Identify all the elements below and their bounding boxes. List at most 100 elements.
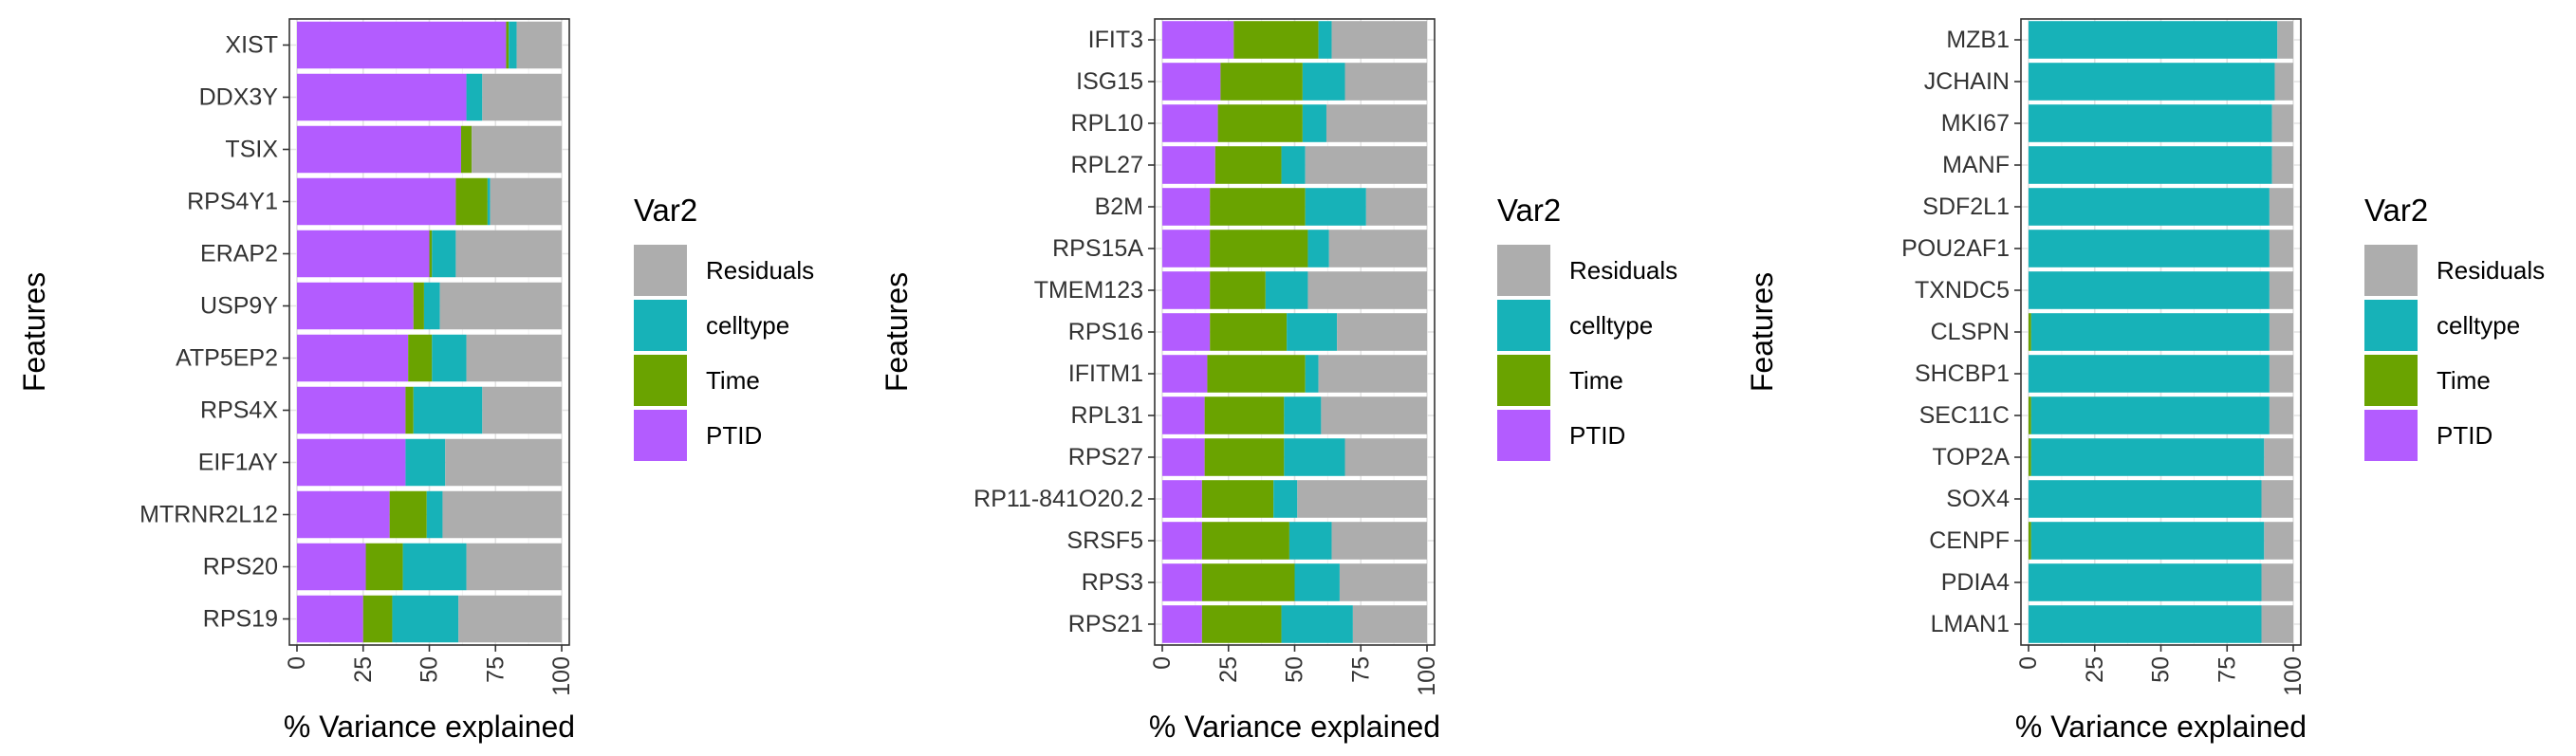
- bar-xist-celltype: XIST celltype: 3: [509, 21, 517, 69]
- bar-clspn-celltype: CLSPN celltype: 90: [2030, 313, 2270, 351]
- bar-rp11-841o20-2-time: RP11-841O20.2 Time: 27: [1201, 480, 1274, 518]
- bar-rps4x-ptid: RPS4X PTID: 41: [297, 386, 406, 434]
- y-tick-label: RPS4Y1: [187, 189, 278, 215]
- x-tick-label: 25: [350, 656, 377, 683]
- x-tick-label: 100: [548, 656, 575, 696]
- bar-txndc5-celltype: TXNDC5 celltype: 91: [2029, 271, 2270, 309]
- chart-panel-3: MZB1 PTID: 0MZB1 Time: 0MZB1 celltype: 9…: [1745, 18, 2545, 744]
- bar-clspn-time: CLSPN Time: 1: [2029, 313, 2031, 351]
- bar-mzb1-residuals: MZB1 Residuals: 6: [2277, 21, 2293, 59]
- bar-ddx3y-ptid: DDX3Y PTID: 64: [297, 73, 467, 121]
- bar-rpl10-time: RPL10 Time: 32: [1217, 104, 1303, 142]
- bar-jchain-celltype: JCHAIN celltype: 93: [2029, 63, 2275, 101]
- x-tick-label: 75: [2214, 656, 2240, 683]
- bar-erap2-celltype: ERAP2 celltype: 9: [432, 230, 456, 278]
- legend-label: Time: [2437, 366, 2491, 395]
- y-tick-label: SDF2L1: [1922, 194, 2010, 220]
- bar-rps15a-time: RPS15A Time: 37: [1210, 230, 1308, 267]
- bar-rps27-residuals: RPS27 Residuals: 31: [1344, 438, 1427, 476]
- y-tick-label: MKI67: [1941, 110, 2010, 137]
- bar-rps15a-ptid: RPS15A PTID: 18: [1162, 230, 1211, 267]
- bar-rps16-time: RPS16 Time: 29: [1210, 313, 1288, 351]
- bar-rpl27-celltype: RPL27 celltype: 9: [1281, 146, 1306, 184]
- x-tick-label: 50: [417, 656, 443, 683]
- bar-lman1-residuals: LMAN1 Residuals: 12: [2261, 605, 2293, 643]
- bar-usp9y-residuals: USP9Y Residuals: 46: [439, 282, 562, 330]
- bar-top2a-time: TOP2A Time: 1: [2029, 438, 2031, 476]
- x-tick-label: 0: [2015, 656, 2042, 670]
- bar-sdf2l1-celltype: SDF2L1 celltype: 91: [2029, 188, 2270, 226]
- bar-isg15-celltype: ISG15 celltype: 16: [1302, 63, 1345, 101]
- bar-b2m-residuals: B2M Residuals: 23: [1365, 188, 1427, 226]
- legend: Var2 Residuals celltype Time PTID: [1497, 193, 1677, 461]
- y-tick-label: USP9Y: [200, 293, 278, 320]
- bar-b2m-ptid: B2M PTID: 18: [1162, 188, 1211, 226]
- bar-rpl27-time: RPL27 Time: 25: [1214, 146, 1282, 184]
- bar-mtrnr2l12-residuals: MTRNR2L12 Residuals: 45: [442, 490, 562, 539]
- bar-ifit3-ptid: IFIT3 PTID: 27: [1162, 21, 1234, 59]
- bar-atp5ep2-time: ATP5EP2 Time: 9: [408, 334, 433, 382]
- bar-rpl31-ptid: RPL31 PTID: 16: [1162, 396, 1205, 434]
- bar-sdf2l1-residuals: SDF2L1 Residuals: 9: [2269, 188, 2293, 226]
- legend-label: Time: [1569, 366, 1623, 395]
- bar-mtrnr2l12-ptid: MTRNR2L12 PTID: 35: [297, 490, 390, 539]
- bar-rps21-celltype: RPS21 celltype: 27: [1281, 605, 1353, 643]
- bar-rps27-time: RPS27 Time: 30: [1204, 438, 1285, 476]
- bar-rps4x-residuals: RPS4X Residuals: 30: [482, 386, 562, 434]
- bar-rpl31-residuals: RPL31 Residuals: 40: [1321, 396, 1427, 434]
- bar-rpl27-ptid: RPL27 PTID: 20: [1162, 146, 1215, 184]
- y-tick-label: POU2AF1: [1901, 235, 2010, 262]
- x-axis-title: % Variance explained: [284, 710, 575, 744]
- bar-atp5ep2-ptid: ATP5EP2 PTID: 42: [297, 334, 409, 382]
- bar-tmem123-residuals: TMEM123 Residuals: 45: [1307, 271, 1427, 309]
- bar-rps3-time: RPS3 Time: 35: [1201, 563, 1295, 601]
- bar-rps19-ptid: RPS19 PTID: 25: [297, 595, 363, 643]
- bar-cenpf-celltype: CENPF celltype: 88: [2030, 522, 2265, 560]
- bar-pdia4-residuals: PDIA4 Residuals: 12: [2261, 563, 2293, 601]
- y-tick-label: LMAN1: [1931, 611, 2010, 637]
- y-tick-label: CLSPN: [1931, 319, 2010, 345]
- y-tick-label: RP11-841O20.2: [973, 486, 1143, 512]
- y-tick-label: IFITM1: [1068, 360, 1143, 387]
- bar-rpl31-celltype: RPL31 celltype: 14: [1284, 396, 1322, 434]
- y-tick-label: PDIA4: [1941, 569, 2010, 596]
- x-axis-title: % Variance explained: [2015, 710, 2307, 744]
- chart-panel-1: XIST PTID: 79XIST Time: 1XIST celltype: …: [17, 18, 814, 744]
- y-tick-label: SEC11C: [1919, 402, 2010, 429]
- legend-title: Var2: [2364, 193, 2428, 228]
- bar-ifitm1-ptid: IFITM1 PTID: 17: [1162, 355, 1208, 393]
- legend-key-residuals: [1497, 245, 1550, 296]
- bar-mzb1-celltype: MZB1 celltype: 94: [2029, 21, 2278, 59]
- legend-label: celltype: [706, 311, 789, 340]
- legend-key-time: [634, 355, 687, 406]
- bar-usp9y-ptid: USP9Y PTID: 44: [297, 282, 414, 330]
- bar-tmem123-ptid: TMEM123 PTID: 18: [1162, 271, 1211, 309]
- x-axis-title: % Variance explained: [1149, 710, 1440, 744]
- bar-rps20-residuals: RPS20 Residuals: 36: [466, 543, 562, 591]
- bar-shcbp1-celltype: SHCBP1 celltype: 91: [2029, 355, 2270, 393]
- bar-pou2af1-residuals: POU2AF1 Residuals: 9: [2269, 230, 2293, 267]
- bar-rp11-841o20-2-celltype: RP11-841O20.2 celltype: 9: [1273, 480, 1298, 518]
- y-tick-label: TXNDC5: [1915, 277, 2010, 304]
- y-tick-label: RPL10: [1071, 110, 1143, 137]
- y-axis-title: Features: [17, 272, 51, 392]
- bar-srsf5-time: SRSF5 Time: 33: [1201, 522, 1289, 560]
- bar-rps21-time: RPS21 Time: 30: [1201, 605, 1282, 643]
- bar-atp5ep2-celltype: ATP5EP2 celltype: 13: [432, 334, 467, 382]
- chart-panel-2: IFIT3 PTID: 27IFIT3 Time: 32IFIT3 cellty…: [880, 18, 1677, 744]
- legend-key-time: [2364, 355, 2418, 406]
- bar-rps21-residuals: RPS21 Residuals: 28: [1352, 605, 1427, 643]
- bar-ifit3-residuals: IFIT3 Residuals: 36: [1331, 21, 1427, 59]
- y-tick-label: IFIT3: [1088, 27, 1143, 53]
- bar-lman1-celltype: LMAN1 celltype: 88: [2029, 605, 2262, 643]
- bar-top2a-celltype: TOP2A celltype: 88: [2030, 438, 2265, 476]
- bar-rps4y1-celltype: RPS4Y1 celltype: 1: [487, 177, 491, 226]
- bar-rps15a-residuals: RPS15A Residuals: 37: [1328, 230, 1427, 267]
- bar-ddx3y-celltype: DDX3Y celltype: 6: [466, 73, 483, 121]
- bar-usp9y-time: USP9Y Time: 4: [413, 282, 424, 330]
- bar-tmem123-celltype: TMEM123 celltype: 16: [1265, 271, 1308, 309]
- y-tick-label: RPS21: [1068, 611, 1143, 637]
- bar-eif1ay-celltype: EIF1AY celltype: 15: [405, 438, 446, 487]
- bar-rpl10-residuals: RPL10 Residuals: 38: [1325, 104, 1427, 142]
- legend-label: celltype: [1569, 311, 1653, 340]
